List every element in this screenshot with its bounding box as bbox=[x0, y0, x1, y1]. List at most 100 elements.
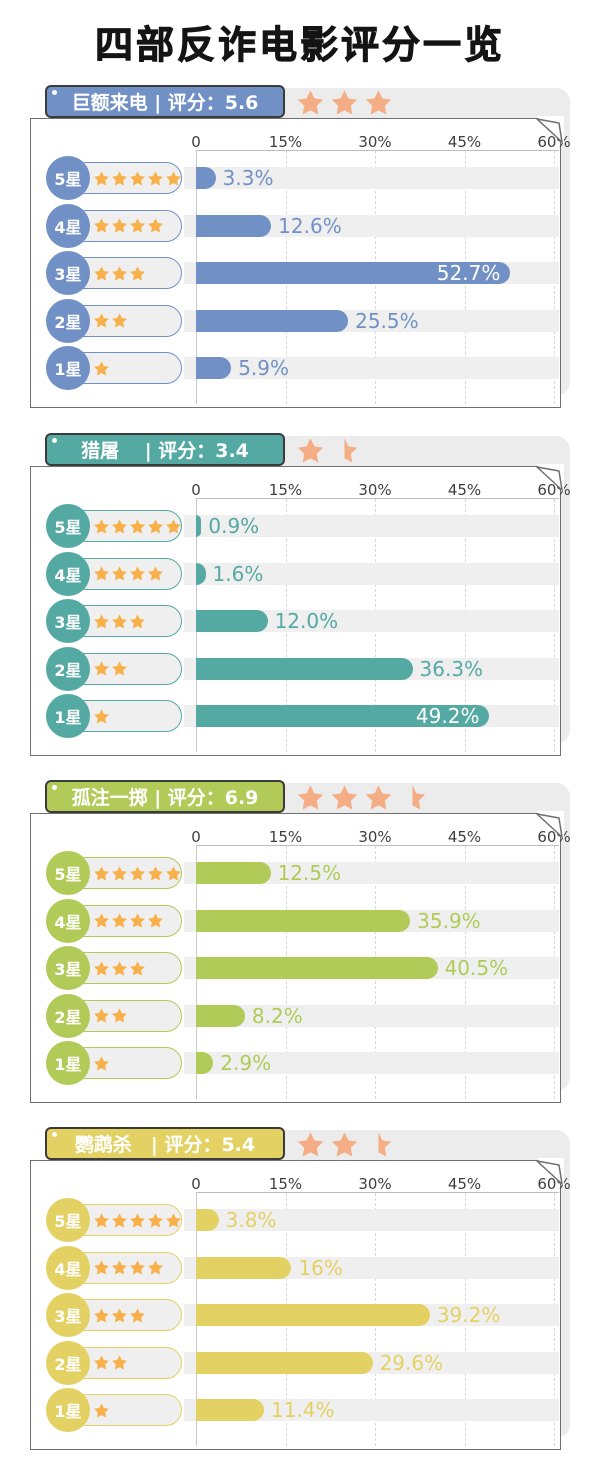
bar-track bbox=[184, 562, 559, 585]
star-icon bbox=[93, 217, 110, 234]
bar-value-label: 40.5% bbox=[444, 956, 509, 980]
star-icon bbox=[165, 1212, 182, 1229]
star-icon bbox=[296, 783, 325, 812]
star-icon bbox=[111, 565, 128, 582]
row-label-badge: 1星 bbox=[46, 1041, 90, 1085]
star-icon bbox=[147, 1212, 164, 1229]
movie-rating-stars bbox=[296, 87, 393, 117]
value-bar bbox=[196, 610, 268, 632]
star-icon bbox=[129, 1307, 146, 1324]
value-bar bbox=[196, 1052, 214, 1074]
bar-value-label: 35.9% bbox=[417, 908, 481, 933]
value-bar bbox=[196, 562, 206, 585]
star-icon bbox=[129, 217, 146, 234]
bar-value-label: 5.9% bbox=[238, 356, 289, 380]
star-icon bbox=[330, 783, 359, 812]
star-icon bbox=[93, 1259, 110, 1276]
star-icon bbox=[111, 265, 128, 282]
corner-fold-icon bbox=[536, 116, 564, 144]
x-axis-tick-label: 0 bbox=[191, 133, 201, 151]
star-icon bbox=[147, 518, 164, 535]
bar-track bbox=[184, 862, 559, 884]
star-icon bbox=[93, 565, 110, 582]
bar-value-label: 29.6% bbox=[379, 1350, 444, 1375]
bar-value-label: 36.3% bbox=[419, 656, 484, 681]
x-axis-tick-label: 45% bbox=[447, 828, 482, 846]
movie-header-label: 巨额来电 | 评分：5.6 bbox=[45, 85, 285, 118]
value-bar bbox=[196, 357, 232, 379]
value-bar bbox=[196, 1256, 292, 1279]
corner-fold-icon bbox=[536, 464, 564, 492]
row-label-badge: 1星 bbox=[46, 1388, 90, 1432]
value-bar bbox=[196, 262, 511, 284]
value-bar bbox=[196, 862, 271, 884]
value-bar bbox=[196, 1004, 245, 1027]
row-label-badge: 4星 bbox=[46, 203, 90, 248]
star-icon bbox=[93, 865, 110, 882]
x-axis-tick-label: 45% bbox=[447, 133, 482, 151]
bar-value-label: 49.2% bbox=[415, 704, 480, 728]
bar-track bbox=[184, 1399, 559, 1421]
star-icon bbox=[93, 1354, 110, 1371]
movie-panel: 0 15% 30% 45% 60% 5星 3.3% 4星 12.6% 3星 52.7% 2星 25.5%… bbox=[0, 85, 600, 408]
bar-track bbox=[184, 214, 559, 237]
star-icon bbox=[111, 865, 128, 882]
star-icon bbox=[129, 912, 146, 929]
star-icon bbox=[93, 1212, 110, 1229]
star-icon bbox=[111, 1307, 128, 1324]
star-icon bbox=[296, 436, 325, 465]
value-bar bbox=[196, 657, 413, 680]
star-icon bbox=[93, 708, 110, 725]
x-axis-tick-label: 15% bbox=[268, 133, 303, 151]
star-icon bbox=[330, 88, 359, 117]
star-icon bbox=[129, 170, 146, 187]
bar-value-label: 39.2% bbox=[436, 1303, 501, 1327]
star-icon bbox=[111, 170, 128, 187]
star-icon bbox=[364, 783, 393, 812]
star-icon bbox=[129, 960, 146, 977]
star-icon bbox=[111, 1259, 128, 1276]
row-label-badge: 2星 bbox=[46, 993, 90, 1038]
star-icon bbox=[93, 312, 110, 329]
bar-value-label: 25.5% bbox=[355, 308, 419, 333]
x-axis-line bbox=[196, 845, 559, 846]
star-icon bbox=[129, 1212, 146, 1229]
x-axis-tick-label: 45% bbox=[447, 1175, 482, 1193]
star-icon bbox=[93, 518, 110, 535]
star-icon bbox=[147, 865, 164, 882]
star-icon bbox=[129, 1259, 146, 1276]
bar-value-label: 11.4% bbox=[271, 1398, 335, 1422]
bar-track bbox=[184, 1209, 559, 1231]
bar-value-label: 2.9% bbox=[220, 1051, 272, 1075]
bar-value-label: 1.6% bbox=[212, 561, 264, 586]
bar-track bbox=[184, 1004, 559, 1027]
star-icon bbox=[93, 360, 110, 377]
star-icon bbox=[93, 912, 110, 929]
value-bar bbox=[196, 909, 411, 932]
value-bar bbox=[196, 1209, 219, 1231]
bar-track bbox=[184, 515, 559, 537]
value-bar bbox=[196, 1351, 373, 1374]
star-icon bbox=[111, 217, 128, 234]
bar-value-label: 16% bbox=[298, 1255, 343, 1280]
row-label-badge: 4星 bbox=[46, 1245, 90, 1290]
star-icon bbox=[111, 960, 128, 977]
bar-value-label: 12.0% bbox=[274, 609, 339, 633]
star-icon bbox=[93, 170, 110, 187]
star-icon bbox=[129, 565, 146, 582]
movie-header-label: 鹦鹉杀 | 评分：5.4 bbox=[45, 1127, 285, 1160]
x-axis-tick-label: 30% bbox=[358, 133, 392, 151]
star-icon bbox=[147, 217, 164, 234]
bar-value-label: 3.3% bbox=[222, 166, 274, 190]
row-label-badge: 3星 bbox=[46, 946, 90, 990]
bar-value-label: 12.6% bbox=[278, 213, 342, 238]
movie-header-label: 猎屠 | 评分：3.4 bbox=[45, 433, 285, 466]
bar-value-label: 12.5% bbox=[277, 861, 342, 885]
star-icon bbox=[93, 960, 110, 977]
row-label-badge: 3星 bbox=[46, 599, 90, 643]
movie-rating-stars bbox=[296, 435, 359, 465]
x-axis-tick-label: 15% bbox=[268, 828, 303, 846]
row-label-badge: 4星 bbox=[46, 551, 90, 596]
row-label-badge: 3星 bbox=[46, 251, 90, 295]
